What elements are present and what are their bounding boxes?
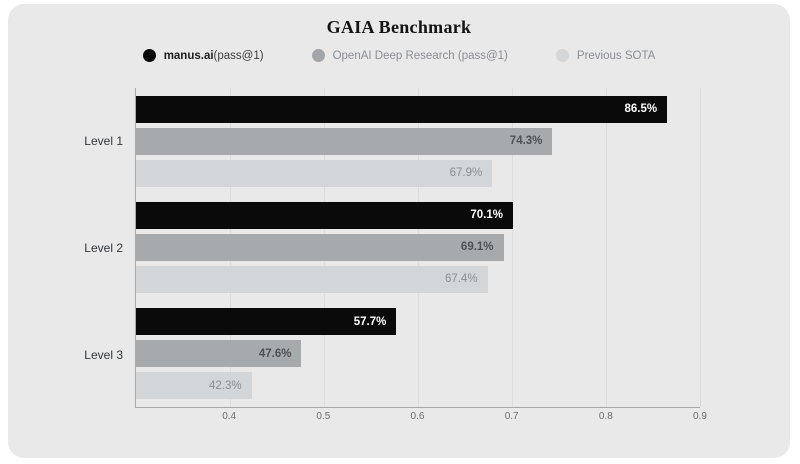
bar-gray-level-2: 69.1%: [136, 233, 504, 261]
x-tick-label-0.4: 0.4: [222, 411, 237, 422]
bar-light-level-2: 67.4%: [136, 265, 488, 293]
bar-gray-level-3: 47.6%: [136, 340, 302, 368]
legend-label-openai: OpenAI Deep Research (pass@1): [332, 49, 508, 62]
legend-label-manus-suffix: (pass@1): [213, 49, 264, 62]
bar-black-level-2: 70.1%: [136, 201, 513, 229]
x-tick-label-0.8: 0.8: [598, 411, 613, 422]
bar-light-level-1: 67.9%: [136, 159, 493, 187]
bar-group-level-1: 86.5% 74.3% 67.9%: [136, 88, 700, 194]
category-label-level-1: Level 1: [84, 134, 123, 149]
plot-area: 86.5% 74.3% 67.9% 70.1% 69.1% 67.4% 57.7% 47.6%…: [135, 88, 701, 408]
gridline-0.9: [700, 88, 701, 407]
bar-black-level-3: 57.7%: [136, 308, 397, 336]
legend-dot-openai-icon: [311, 49, 325, 62]
chart-title: GAIA Benchmark: [326, 17, 472, 37]
legend-item-openai: OpenAI Deep Research (pass@1): [311, 49, 508, 62]
chart-card: GAIA Benchmark manus.ai (pass@1) OpenAI …: [8, 4, 790, 458]
bar-gray-level-1: 74.3%: [136, 127, 553, 155]
legend-label-previous-sota: Previous SOTA: [576, 49, 656, 62]
x-axis-ticks: 0.4 0.5 0.6 0.7 0.8 0.9: [135, 411, 707, 427]
bar-light-level-3: 42.3%: [136, 372, 252, 400]
x-tick-label-0.6: 0.6: [410, 411, 425, 422]
legend-item-previous-sota: Previous SOTA: [555, 49, 656, 62]
x-tick-label-0.9: 0.9: [693, 411, 707, 422]
gridline-0.7: [512, 88, 513, 407]
y-axis-labels: Level 1 Level 2 Level 3: [8, 88, 123, 408]
legend-dot-previous-sota-icon: [555, 49, 569, 62]
category-label-level-2: Level 2: [84, 240, 123, 255]
bar-black-level-1: 86.5%: [136, 95, 668, 123]
gridline-0.8: [606, 88, 607, 407]
legend-dot-manus-icon: [142, 49, 156, 62]
bar-group-level-3: 57.7% 47.6% 42.3%: [136, 301, 700, 407]
legend-label-manus: manus.ai: [163, 49, 214, 62]
bar-group-level-2: 70.1% 69.1% 67.4%: [136, 194, 700, 300]
legend: manus.ai (pass@1) OpenAI Deep Research (…: [8, 49, 790, 62]
x-tick-label-0.5: 0.5: [316, 411, 331, 422]
x-tick-label-0.7: 0.7: [504, 411, 519, 422]
category-label-level-3: Level 3: [84, 347, 123, 362]
legend-item-manus: manus.ai (pass@1): [142, 49, 264, 62]
